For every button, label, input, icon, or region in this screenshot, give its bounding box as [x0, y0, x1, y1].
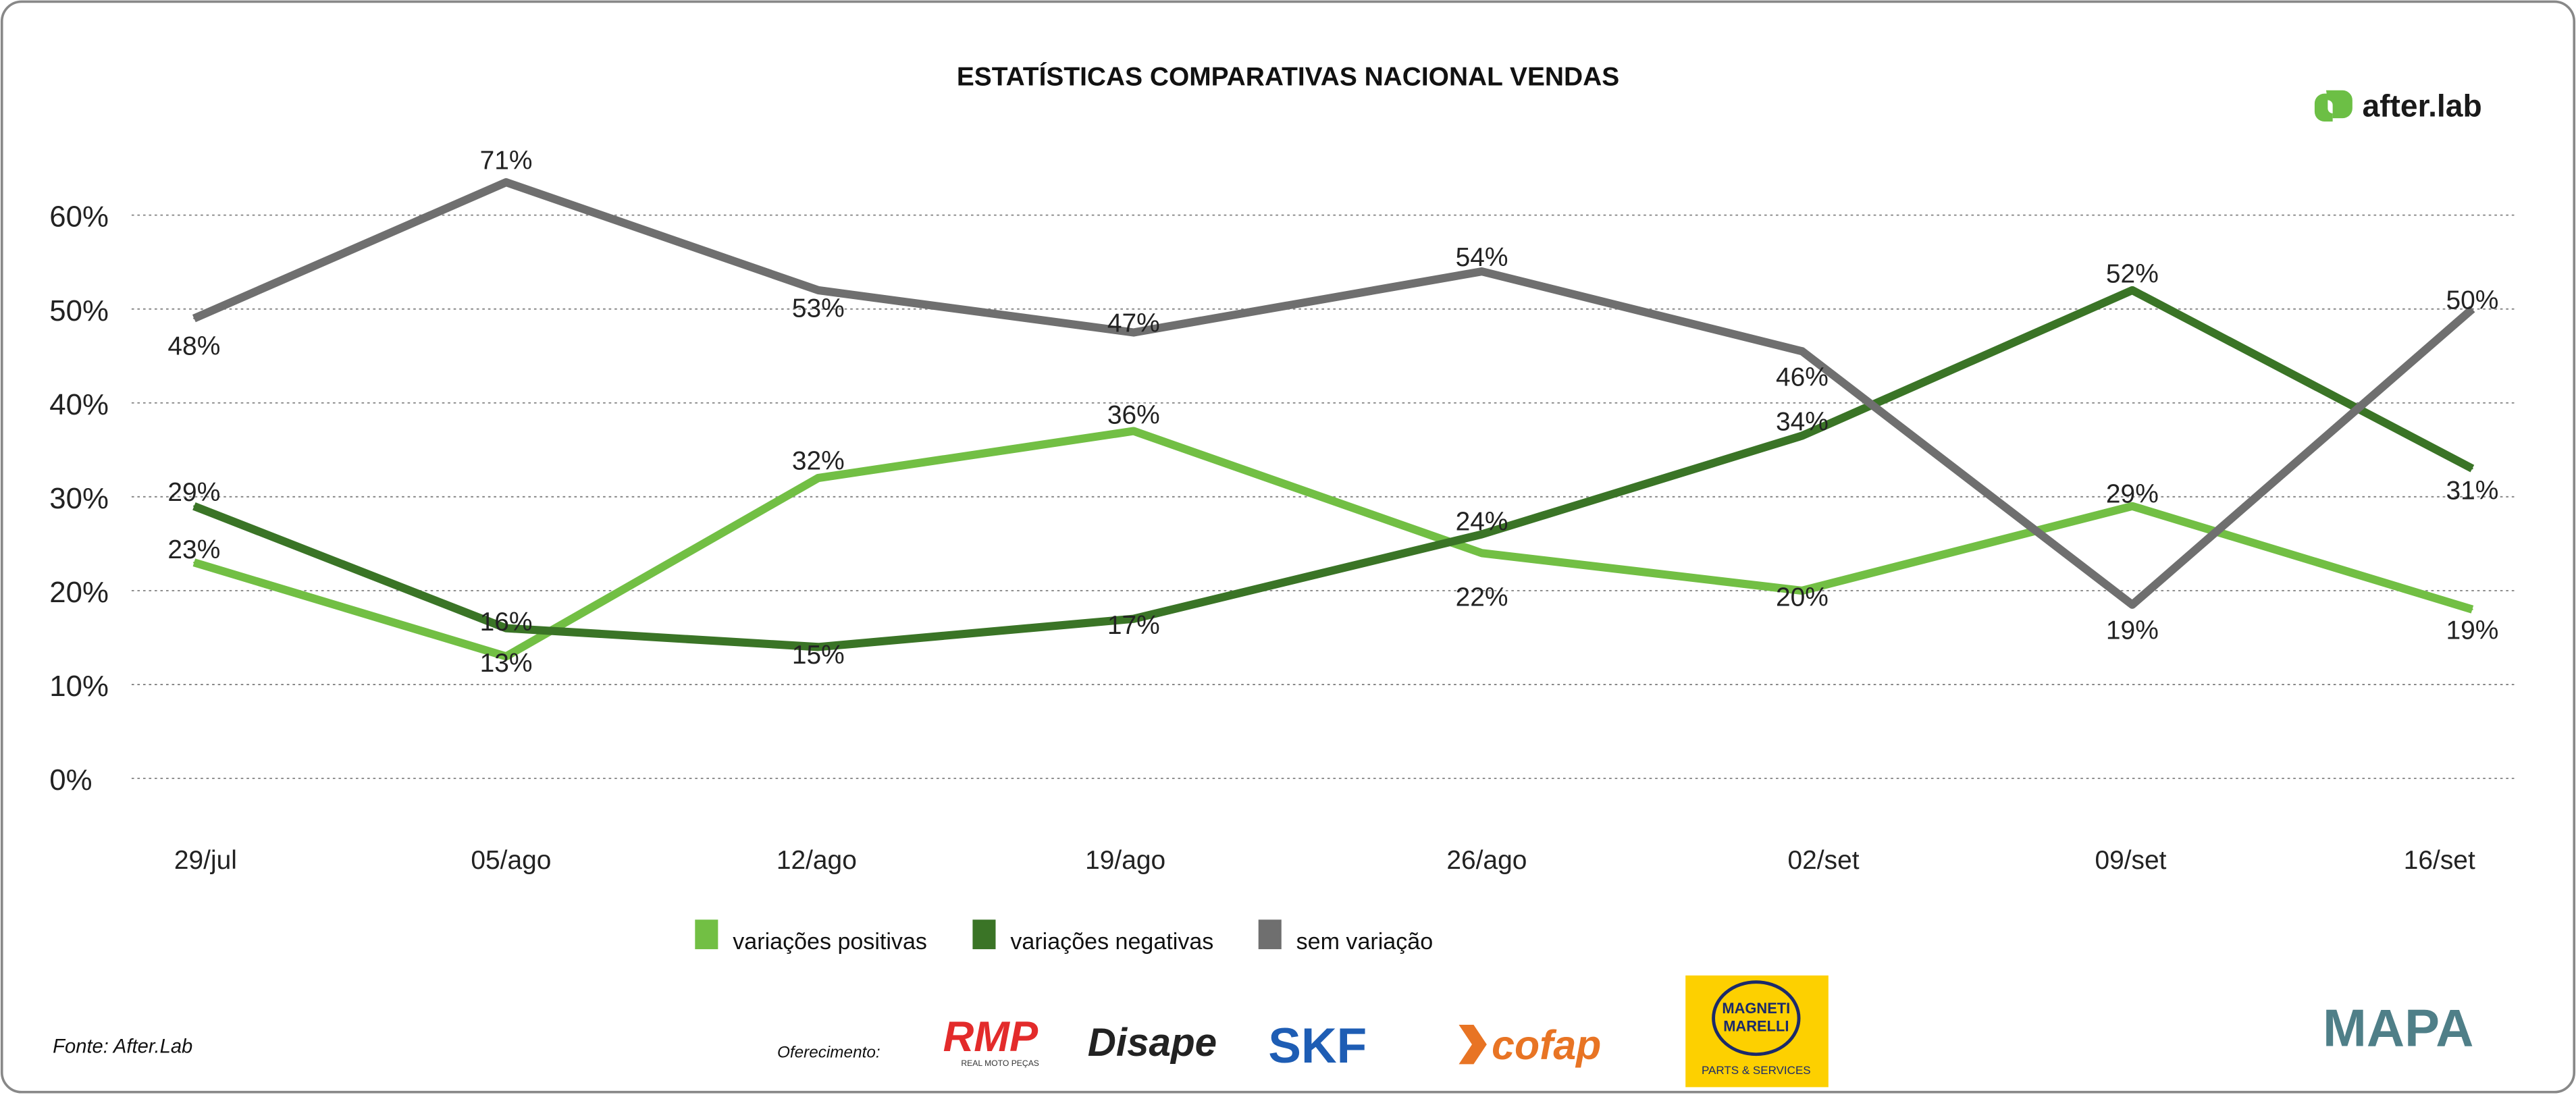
series-line-0 — [192, 427, 2474, 661]
data-point — [505, 181, 507, 184]
data-point — [193, 505, 195, 507]
legend-label: sem variação — [1296, 929, 1433, 955]
data-label: 20% — [1776, 583, 1829, 612]
data-point — [817, 477, 819, 479]
svg-text:RMP: RMP — [943, 1013, 1039, 1061]
data-point — [1481, 533, 1483, 535]
x-tick-label: 12/ago — [777, 846, 857, 875]
svg-text:MARELLI: MARELLI — [1723, 1018, 1789, 1035]
data-label: 31% — [2446, 477, 2498, 506]
data-label: 54% — [1456, 243, 1508, 272]
legend-label: variações negativas — [1010, 929, 1213, 955]
data-point — [817, 289, 819, 292]
data-point — [2471, 308, 2473, 310]
y-tick-label: 40% — [49, 388, 109, 421]
x-tick-label: 02/set — [1788, 846, 1860, 875]
y-tick-label: 30% — [49, 482, 109, 515]
afterlab-logo: after.lab — [2314, 88, 2482, 124]
data-point — [1132, 618, 1135, 620]
data-label: 19% — [2446, 616, 2498, 645]
data-label: 50% — [2446, 286, 2498, 315]
data-point — [1801, 589, 1804, 592]
data-point — [2471, 467, 2473, 470]
legend-swatch — [972, 919, 996, 950]
x-tick-label: 16/set — [2404, 846, 2475, 875]
data-point — [1132, 331, 1135, 333]
data-point — [2131, 289, 2134, 292]
x-tick-label: 26/ago — [1446, 846, 1527, 875]
chart-title: ESTATÍSTICAS COMPARATIVAS NACIONAL VENDA… — [957, 61, 1619, 91]
data-point — [505, 655, 507, 658]
svg-text:PARTS & SERVICES: PARTS & SERVICES — [1702, 1064, 1811, 1077]
magneti-marelli-logo: MAGNETI MARELLI PARTS & SERVICES — [1685, 975, 1829, 1088]
data-label: 29% — [2106, 479, 2159, 508]
data-label: 19% — [2106, 616, 2159, 645]
x-tick-label: 29/jul — [174, 846, 237, 875]
sponsor-label: Oferecimento: — [777, 1044, 880, 1062]
data-point — [1801, 435, 1804, 437]
afterlab-logo-icon — [2325, 90, 2352, 119]
legend-label: variações positivas — [733, 929, 927, 955]
data-label: 15% — [792, 641, 845, 670]
y-tick-label: 20% — [49, 576, 109, 609]
data-label: 13% — [480, 649, 533, 678]
data-label: 46% — [1776, 363, 1829, 392]
legend-swatch — [695, 919, 718, 950]
skf-logo: SKF — [1268, 1019, 1367, 1073]
data-label: 36% — [1107, 401, 1160, 430]
data-label: 47% — [1107, 309, 1160, 338]
disape-logo: Disape — [1088, 1021, 1217, 1065]
data-label: 53% — [792, 294, 845, 323]
data-point — [2131, 505, 2134, 507]
data-label: 71% — [480, 146, 533, 176]
svg-text:REAL MOTO PEÇAS: REAL MOTO PEÇAS — [961, 1059, 1039, 1068]
y-tick-label: 60% — [49, 200, 109, 234]
data-label: 22% — [1456, 583, 1508, 612]
series-line-1 — [192, 286, 2475, 651]
data-label: 34% — [1776, 407, 1829, 436]
svg-text:after.lab: after.lab — [2362, 88, 2481, 124]
data-point — [193, 317, 195, 319]
data-label: 52% — [2106, 259, 2159, 288]
data-point — [2131, 604, 2134, 606]
data-label: 32% — [792, 447, 845, 476]
series-line-2 — [192, 178, 2475, 609]
data-point — [1132, 430, 1135, 432]
x-tick-label: 09/set — [2095, 846, 2166, 875]
svg-text:cofap: cofap — [1492, 1022, 1601, 1068]
mapa-logo: MAPA — [2323, 1000, 2473, 1058]
y-tick-label: 0% — [49, 764, 92, 797]
data-label: 17% — [1107, 611, 1160, 640]
data-point — [817, 646, 819, 648]
data-point — [1481, 552, 1483, 554]
cofap-logo: cofap — [1458, 1022, 1601, 1068]
source-note: Fonte: After.Lab — [53, 1036, 192, 1057]
y-tick-label: 50% — [49, 294, 109, 327]
svg-text:MAGNETI: MAGNETI — [1722, 1000, 1790, 1017]
data-point — [1481, 270, 1483, 273]
data-point — [2471, 608, 2473, 610]
x-tick-label: 19/ago — [1085, 846, 1165, 875]
data-label: 16% — [480, 608, 533, 637]
data-label: 29% — [167, 478, 220, 507]
data-point — [193, 562, 195, 564]
data-point — [505, 627, 507, 629]
data-label: 48% — [167, 331, 220, 360]
x-tick-label: 05/ago — [471, 846, 551, 875]
data-label: 23% — [167, 535, 220, 564]
legend-swatch — [1258, 919, 1282, 950]
rmp-logo: RMP REAL MOTO PEÇAS — [943, 1013, 1039, 1068]
data-label: 24% — [1456, 508, 1508, 537]
y-tick-label: 10% — [49, 670, 109, 703]
data-point — [1801, 350, 1804, 352]
